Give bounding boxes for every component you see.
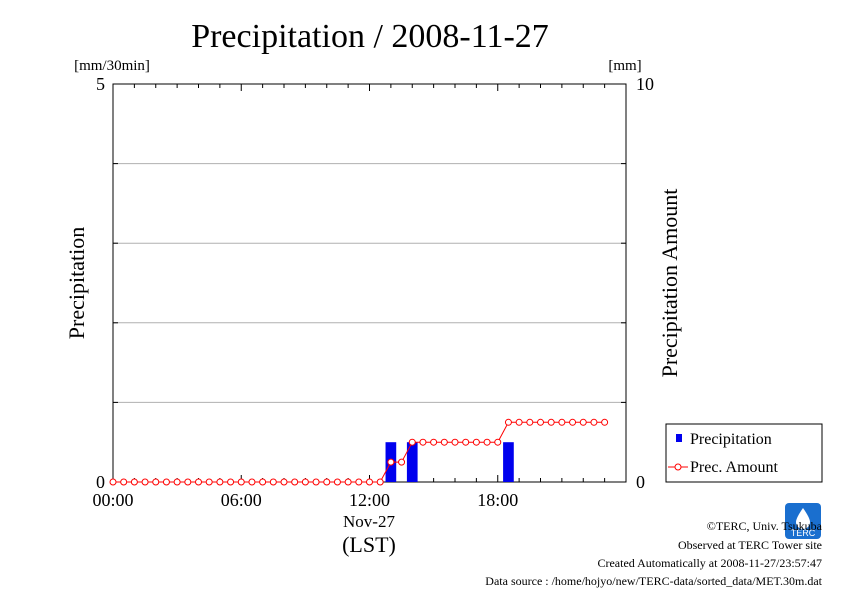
amount-point (547, 418, 555, 426)
amount-point (366, 478, 373, 486)
amount-point (248, 478, 256, 486)
amount-point (269, 478, 277, 486)
y-tick-label-right: 10 (636, 74, 654, 94)
amount-point (494, 438, 502, 446)
amount-point (408, 438, 416, 446)
amount-point (312, 478, 320, 486)
terc-logo-text: TERC (791, 528, 816, 538)
legend: Precipitation Prec. Amount (665, 423, 823, 483)
amount-point (237, 478, 245, 486)
legend-bar-swatch (676, 434, 682, 442)
precipitation-amount-line (109, 418, 609, 486)
footer-observed: Observed at TERC Tower site (677, 538, 822, 552)
footer-copyright: ©TERC, Univ. Tsukuba (706, 519, 822, 533)
amount-point (472, 438, 480, 446)
amount-point (515, 418, 523, 426)
amount-point (152, 478, 160, 486)
amount-point (462, 438, 470, 446)
amount-point (216, 478, 224, 486)
chart-title: Precipitation / 2008-11-27 (191, 18, 549, 55)
amount-point (537, 418, 544, 426)
x-axis-date-label: Nov-27 (343, 512, 395, 531)
terc-logo: TERC (785, 503, 821, 539)
legend-amount-label: Prec. Amount (690, 459, 779, 476)
y-axis-label-left: Precipitation (64, 227, 89, 339)
amount-point (387, 458, 395, 466)
amount-point (376, 478, 384, 486)
y-axis-label-right: Precipitation Amount (657, 189, 682, 378)
amount-point (130, 478, 138, 486)
x-tick-label: 06:00 (221, 490, 262, 510)
footer-source: Data source : /home/hojyo/new/TERC-data/… (485, 574, 822, 588)
amount-point (227, 478, 235, 486)
amount-point (259, 478, 267, 486)
y-tick-label-right: 0 (636, 472, 645, 492)
amount-point (440, 438, 448, 446)
amount-point (141, 478, 149, 486)
amount-point (504, 418, 512, 426)
y-axis-ticks: 0 5 0 10 (96, 74, 654, 492)
amount-point (301, 478, 309, 486)
amount-point (344, 478, 352, 486)
amount-point (120, 478, 128, 486)
amount-point (579, 418, 587, 426)
x-axis-unit-label: (LST) (342, 532, 396, 557)
legend-precipitation-label: Precipitation (690, 431, 772, 448)
amount-point (291, 478, 299, 486)
precipitation-bar (503, 442, 514, 482)
amount-point (333, 478, 341, 486)
amount-point (398, 458, 406, 466)
x-axis-ticks: 00:00 06:00 12:00 18:00 (92, 84, 627, 510)
amount-point (195, 478, 202, 486)
right-unit-label: [mm] (608, 58, 641, 74)
amount-point (451, 438, 459, 446)
amount-point (569, 418, 577, 426)
left-unit-label: [mm/30min] (74, 58, 150, 74)
amount-point (558, 418, 566, 426)
legend-marker-swatch (674, 463, 682, 471)
amount-point (355, 478, 363, 486)
amount-point (173, 478, 181, 486)
amount-point (184, 478, 192, 486)
amount-point (483, 438, 491, 446)
x-tick-label: 00:00 (92, 490, 133, 510)
amount-point (419, 438, 427, 446)
amount-point (590, 418, 598, 426)
amount-point (601, 418, 609, 426)
legend-box (665, 423, 823, 483)
y-tick-label-left: 5 (96, 74, 105, 94)
amount-point (162, 478, 170, 486)
amount-point (323, 478, 331, 486)
amount-point (205, 478, 213, 486)
amount-point (430, 438, 438, 446)
gridlines (113, 163, 626, 403)
footer-created: Created Automatically at 2008-11-27/23:5… (597, 556, 822, 570)
x-tick-label: 12:00 (349, 490, 390, 510)
x-tick-label: 18:00 (477, 490, 518, 510)
amount-point (280, 478, 288, 486)
amount-series-line (113, 421, 605, 483)
water-drop-icon (796, 508, 810, 529)
precipitation-bar (406, 442, 418, 482)
y-tick-label-left: 0 (96, 472, 105, 492)
amount-point (109, 478, 117, 486)
amount-point (526, 418, 534, 426)
